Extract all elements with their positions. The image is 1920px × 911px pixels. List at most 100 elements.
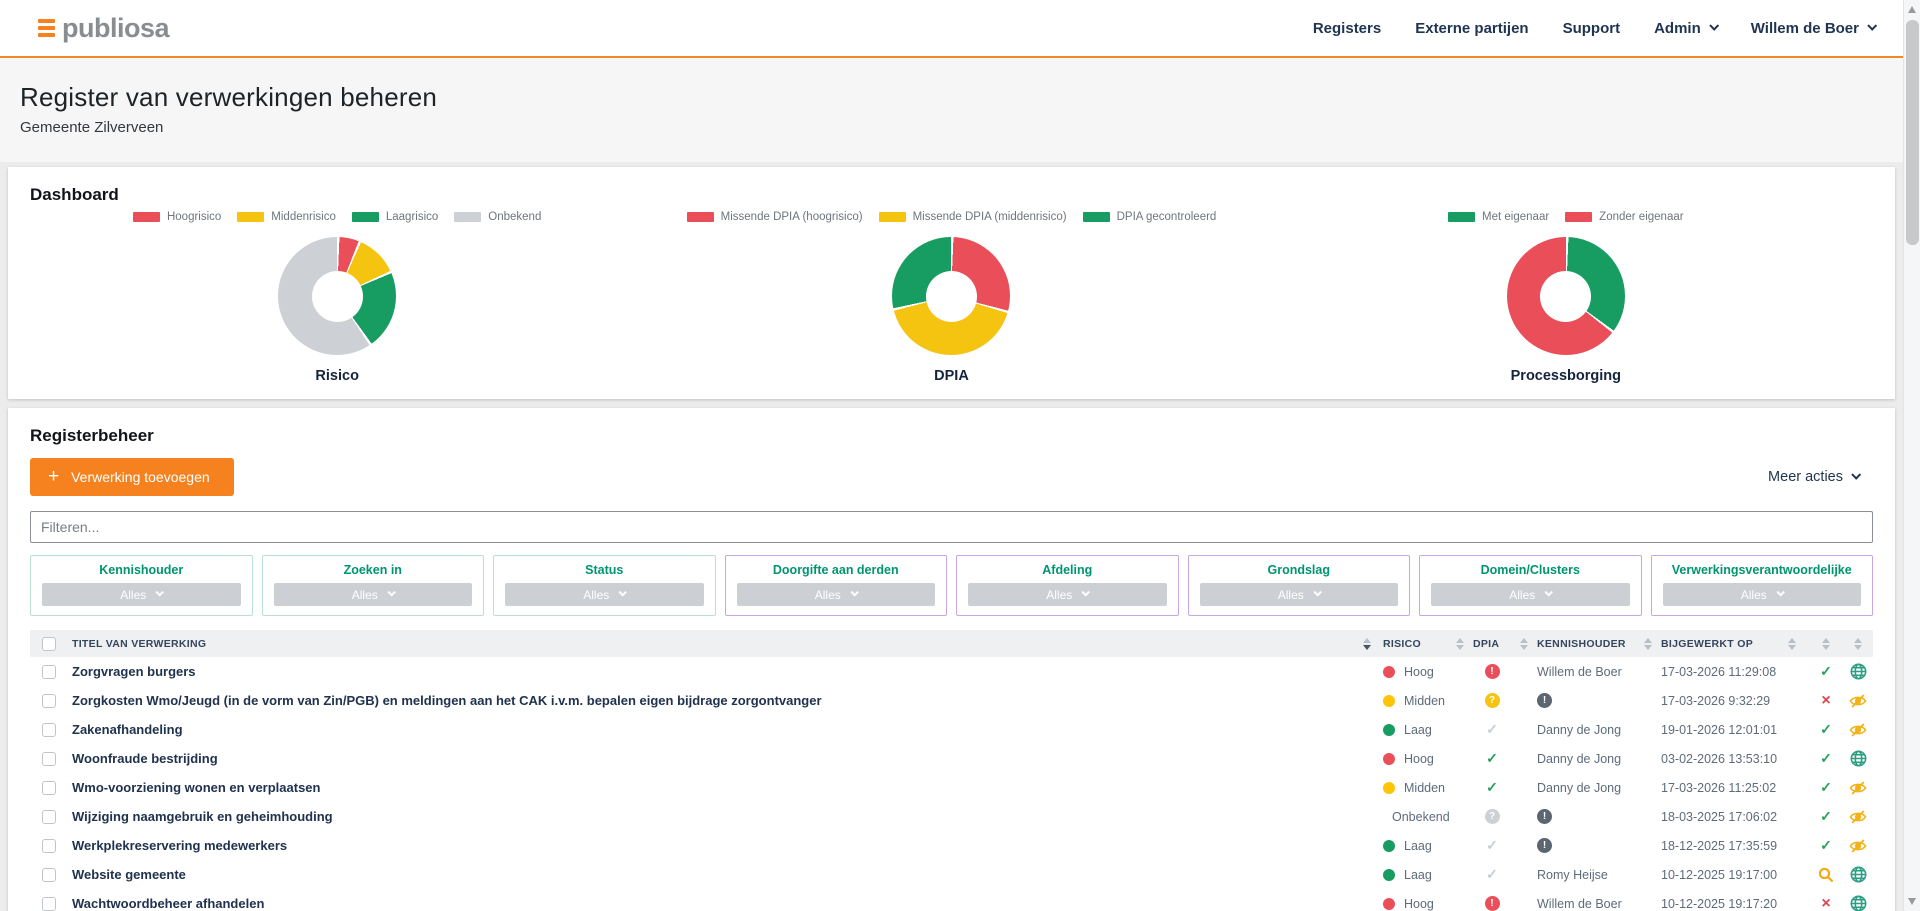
sort-icon[interactable] [1635,637,1661,650]
risico-dot-icon [1383,839,1395,852]
column-header-titel[interactable]: TITEL VAN VERWERKING [72,637,207,650]
table-row[interactable]: Zorgkosten Wmo/Jeugd (in de vorm van Zin… [30,686,1873,715]
kennishouder-cell: Danny de Jong [1537,780,1622,795]
eye-slash-icon [1849,721,1867,739]
table-row[interactable]: Zorgvragen burgers Hoog! Willem de Boer 17-… [30,657,1873,686]
sort-icon[interactable] [1351,637,1383,650]
scrollbar-thumb[interactable] [1906,20,1919,245]
filter-select[interactable]: Alles [505,583,704,606]
publicatie-cell [1843,750,1873,767]
filter-label: Zoeken in [343,563,402,577]
chevron-down-icon [1544,588,1554,597]
row-title[interactable]: Zorgvragen burgers [72,664,196,679]
filter-select-value: Alles [583,587,610,602]
filter-select[interactable]: Alles [736,583,935,606]
risico-cell: Midden [1383,781,1447,795]
row-title[interactable]: Wijziging naamgebruik en geheimhouding [72,809,333,824]
row-title[interactable]: Website gemeente [72,867,186,882]
logo-text: publiosa [62,12,170,43]
sort-icon[interactable] [1447,637,1473,650]
status-check-icon: ✓ [1820,663,1832,679]
select-all-checkbox[interactable] [42,636,56,651]
column-header-dpia[interactable]: DPIA [1473,637,1500,650]
legend-item: Middenrisico [237,211,336,223]
sort-icon[interactable] [1511,637,1537,650]
row-title[interactable]: Wachtwoordbeheer afhandelen [72,896,265,911]
sort-icon[interactable] [1809,637,1843,650]
risico-dot-icon [1383,665,1395,678]
status-cross-icon: × [1821,894,1831,911]
chevron-down-icon [1867,20,1878,31]
nav-item-willem-de-boer[interactable]: Willem de Boer [1750,19,1878,37]
table-row[interactable]: Werkplekreservering medewerkers Laag ✓! 18-… [30,831,1873,860]
row-title[interactable]: Wmo-voorziening wonen en verplaatsen [72,780,321,795]
scrollbar-up-arrow-icon[interactable] [1908,6,1916,13]
risico-cell: Hoog [1383,897,1447,911]
row-checkbox[interactable] [42,751,56,766]
risico-cell: Laag [1383,839,1447,853]
dpia-cell: ✓ [1473,837,1511,854]
filter-select[interactable]: Alles [42,583,241,606]
page-scrollbar[interactable] [1903,0,1920,911]
table-row[interactable]: Woonfraude bestrijding Hoog ✓ Danny de Jong… [30,744,1873,773]
nav-item-label: Willem de Boer [1750,19,1859,37]
row-checkbox[interactable] [42,722,56,737]
nav-item-admin[interactable]: Admin [1654,20,1719,37]
sort-icon[interactable] [1843,637,1873,650]
table-row[interactable]: Wachtwoordbeheer afhandelen Hoog! Willem d… [30,889,1873,911]
sort-down-arrow [1644,644,1652,650]
sort-icon[interactable] [1775,637,1809,650]
info-icon: ! [1537,838,1552,853]
filter-select[interactable]: Alles [1662,583,1861,606]
risico-cell: Onbekend [1383,810,1450,824]
table-row[interactable]: Zakenafhandeling Laag ✓ Danny de Jong 19-01-… [30,715,1873,744]
row-title[interactable]: Zakenafhandeling [72,722,183,737]
row-checkbox[interactable] [42,896,56,911]
table-row[interactable]: Wmo-voorziening wonen en verplaatsen Midd… [30,773,1873,802]
row-title[interactable]: Woonfraude bestrijding [72,751,218,766]
sort-up-arrow [1822,637,1830,643]
filter-select[interactable]: Alles [273,583,472,606]
column-header-risico[interactable]: RISICO [1383,637,1421,650]
chart-processborging: Met eigenaar Zonder eigenaar Processborgin… [1259,211,1873,384]
chevron-down-icon [1081,588,1091,597]
row-checkbox[interactable] [42,693,56,708]
row-checkbox[interactable] [42,780,56,795]
add-verwerking-button[interactable]: + Verwerking toevoegen [30,458,234,496]
publicatie-cell [1843,837,1873,855]
legend-swatch [351,212,379,222]
column-header-kennishouder[interactable]: KENNISHOUDER [1537,637,1626,650]
page-subtitle: Gemeente Zilverveen [20,119,164,136]
nav-item-externe-partijen[interactable]: Externe partijen [1415,20,1528,37]
status-check-icon: ✓ [1820,808,1832,824]
filter-select[interactable]: Alles [1199,583,1398,606]
more-actions-dropdown[interactable]: Meer acties [1768,469,1862,485]
row-title[interactable]: Zorgkosten Wmo/Jeugd (in de vorm van Zin… [72,693,822,708]
chevron-down-icon [1851,469,1862,480]
row-checkbox[interactable] [42,867,56,882]
scrollbar-down-arrow-icon[interactable] [1908,898,1916,905]
filter-select[interactable]: Alles [968,583,1167,606]
filter-input[interactable] [30,511,1873,543]
table-row[interactable]: Wijziging naamgebruik en geheimhouding On… [30,802,1873,831]
legend-swatch [237,212,265,222]
bijgewerkt-op-cell: 10-12-2025 19:17:20 [1661,896,1778,911]
table-row[interactable]: Website gemeente Laag ✓ Romy Heijse 10-12-20… [30,860,1873,889]
nav-item-label: Registers [1312,19,1382,37]
column-header-bijgewerkt-op[interactable]: BIJGEWERKT OP [1661,637,1753,650]
nav-item-support[interactable]: Support [1563,20,1621,37]
legend-item: Onbekend [454,211,541,223]
row-checkbox[interactable] [42,664,56,679]
row-title[interactable]: Werkplekreservering medewerkers [72,838,288,853]
row-checkbox[interactable] [42,809,56,824]
filter-select[interactable]: Alles [1431,583,1630,606]
publiosa-logo[interactable]: publiosa [38,12,170,44]
legend-swatch [686,212,714,222]
row-checkbox[interactable] [42,838,56,853]
filter-kennishouder: Kennishouder Alles [30,555,253,616]
nav-item-registers[interactable]: Registers [1313,20,1381,37]
filter-domein-clusters: Domein/Clusters Alles [1419,555,1642,616]
sort-up-arrow [1456,637,1464,643]
risico-label: Hoog [1404,664,1434,679]
bijgewerkt-op-cell: 17-03-2026 11:25:02 [1661,780,1777,795]
